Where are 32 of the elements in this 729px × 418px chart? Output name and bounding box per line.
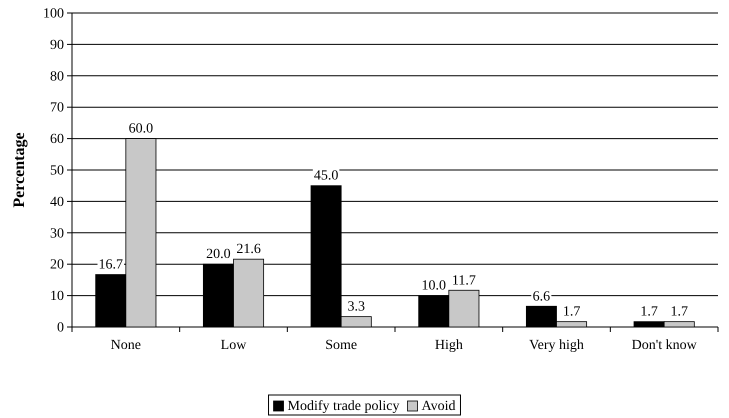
- y-tick-label: 50: [50, 163, 64, 178]
- data-label: 6.6: [532, 289, 550, 304]
- data-label: 1.7: [670, 304, 688, 320]
- x-tick-label: High: [434, 338, 463, 353]
- x-tick-label: Very high: [529, 338, 584, 353]
- data-label: 60.0: [128, 122, 154, 137]
- x-tick-label: Some: [325, 338, 358, 353]
- y-tick-label: 90: [50, 38, 64, 53]
- data-label: 10.0: [422, 278, 446, 294]
- y-tick-label: 60: [50, 132, 64, 148]
- data-label: 16.7: [98, 258, 124, 273]
- data-label: 1.7: [640, 304, 658, 320]
- y-axis-title: Percentage: [11, 132, 28, 208]
- data-label: 21.6: [236, 242, 261, 258]
- y-tick-label: 100: [43, 6, 64, 22]
- data-label: 20.0: [206, 247, 231, 262]
- data-label: 3.3: [347, 300, 365, 315]
- x-tick-label: None: [110, 338, 141, 353]
- legend-label: Modify trade policy: [288, 399, 400, 414]
- y-tick-label: 40: [50, 194, 64, 210]
- data-label: 1.7: [562, 304, 580, 320]
- y-tick-label: 30: [50, 226, 64, 242]
- data-label: 45.0: [314, 168, 338, 184]
- y-tick-label: 10: [50, 289, 64, 304]
- legend-label: Avoid: [422, 399, 456, 414]
- y-tick-label: 0: [57, 320, 64, 336]
- y-tick-label: 80: [50, 69, 64, 84]
- x-tick-label: Don't know: [632, 338, 698, 353]
- x-tick-label: Low: [220, 338, 248, 353]
- y-tick-label: 70: [50, 100, 64, 116]
- data-label: 11.7: [452, 273, 476, 288]
- y-tick-label: 20: [50, 258, 64, 273]
